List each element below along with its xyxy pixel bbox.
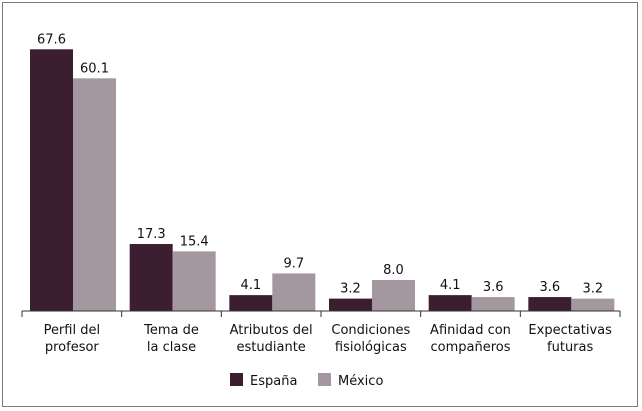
bar-espana-1	[129, 244, 173, 311]
legend-label-espana: España	[250, 374, 297, 389]
bar-mexico-1	[172, 251, 216, 311]
legend-label-mexico: México	[338, 374, 383, 389]
value-label-espana-1: 17.3	[137, 227, 166, 242]
bar-espana-5	[528, 297, 572, 311]
category-label-0: Perfil del profesor	[44, 323, 101, 355]
value-label-espana-3: 3.2	[340, 282, 361, 297]
bar-espana-4	[428, 295, 472, 311]
bar-mexico-3	[372, 280, 415, 311]
value-label-espana-0: 67.6	[37, 32, 66, 47]
bar-mexico-2	[272, 273, 316, 311]
value-label-mexico-3: 8.0	[383, 263, 404, 278]
value-label-espana-5: 3.6	[539, 280, 560, 295]
legend-swatch-mexico	[318, 373, 331, 386]
bar-mexico-0	[73, 78, 116, 311]
value-label-mexico-2: 9.7	[283, 256, 304, 271]
bar-espana-3	[329, 298, 372, 311]
value-label-mexico-0: 60.1	[80, 61, 109, 76]
bar-espana-0	[30, 49, 73, 311]
value-label-mexico-5: 3.2	[582, 282, 603, 297]
category-label-1: Tema de la clase	[143, 323, 199, 355]
value-label-mexico-1: 15.4	[180, 234, 209, 249]
value-label-mexico-4: 3.6	[483, 280, 504, 295]
value-label-espana-2: 4.1	[240, 278, 261, 293]
category-label-5: Expectativas futuras	[528, 323, 612, 355]
bar-mexico-5	[571, 298, 615, 311]
category-label-3: Condiciones fisiológicas	[331, 323, 410, 355]
category-label-4: Afinidad con compañeros	[430, 323, 511, 355]
bar-espana-2	[229, 295, 273, 311]
category-label-2: Atributos del estudiante	[230, 323, 313, 355]
bar-mexico-4	[471, 297, 515, 311]
legend-swatch-espana	[230, 373, 243, 386]
value-label-espana-4: 4.1	[440, 278, 461, 293]
